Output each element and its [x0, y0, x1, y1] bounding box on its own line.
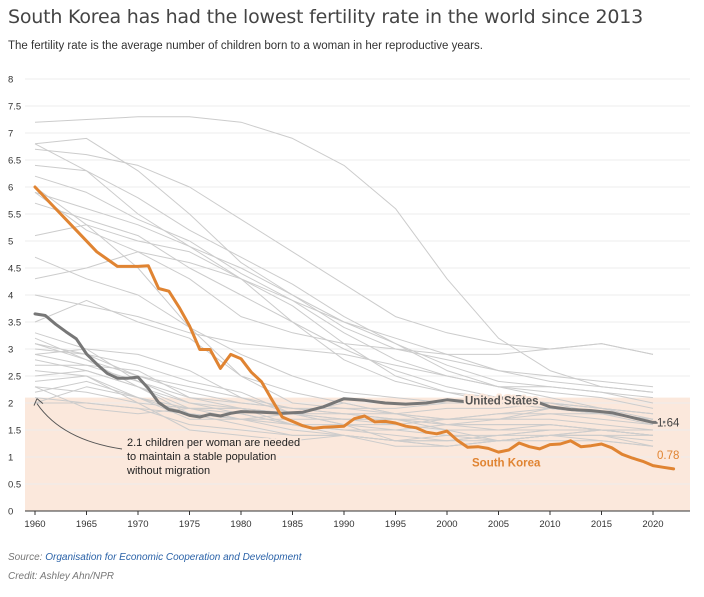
y-tick-label: 7.5 [8, 102, 21, 113]
other-country-line [34, 294, 654, 420]
x-tick-label: 1970 [127, 519, 148, 530]
annotation-line: without migration [126, 465, 210, 477]
y-tick-label: 1.5 [8, 426, 21, 437]
grid-layer [25, 78, 690, 485]
other-country-line [34, 337, 654, 447]
x-tick-label: 1960 [24, 519, 45, 530]
y-tick-label: 8 [8, 75, 13, 86]
other-country-line [34, 148, 654, 355]
y-tick-label: 3 [8, 345, 13, 356]
united-states-end-value: 1.64 [657, 417, 680, 429]
united-states-label: United States [465, 395, 539, 407]
y-tick-label: 1 [8, 453, 13, 464]
other-country-line [35, 402, 654, 436]
south-korea-label-halo: South Korea [472, 457, 541, 469]
other-country-line [34, 116, 654, 393]
annotation-arrowhead [33, 398, 44, 406]
x-tick-label: 1995 [385, 519, 406, 530]
other-country-line [34, 251, 654, 355]
other-countries-layer [34, 116, 654, 447]
source-label: Source: [8, 552, 43, 563]
replacement-level-band [25, 397, 690, 511]
y-tick-label: 5 [8, 237, 13, 248]
y-tick-label: 6.5 [8, 156, 21, 167]
other-country-line [34, 191, 654, 404]
annotation-line: to maintain a stable population [127, 451, 276, 463]
x-tick-label: 2015 [591, 519, 612, 530]
united-states-end-value-halo: 1.64 [657, 417, 680, 429]
x-tick-label: 2020 [642, 519, 663, 530]
x-tick-label: 1980 [230, 519, 251, 530]
united-states-line [33, 312, 676, 424]
south-korea-end-value: 0.78 [657, 450, 679, 462]
y-tick-label: 7 [8, 129, 13, 140]
y-tick-label: 4 [8, 291, 13, 302]
y-tick-label: 0 [8, 507, 13, 518]
other-country-line [34, 164, 654, 409]
other-country-line [34, 191, 654, 415]
annotation-line-halo: without migration [126, 465, 210, 477]
other-country-line [34, 256, 654, 420]
replacement-band-layer [25, 397, 690, 511]
x-tick-label: 1990 [333, 519, 354, 530]
south-korea-end-value-halo: 0.78 [657, 450, 679, 462]
y-tick-label: 6 [8, 183, 13, 194]
other-country-line [34, 137, 654, 393]
x-tick-label: 2005 [488, 519, 509, 530]
y-tick-label: 2 [8, 399, 13, 410]
page-title: South Korea has had the lowest fertility… [8, 6, 644, 28]
annotation-arrow [36, 403, 123, 450]
other-country-line [34, 299, 654, 415]
y-tick-label: 0.5 [8, 480, 21, 491]
other-country-line [34, 175, 654, 399]
annotation-line-halo: to maintain a stable population [127, 451, 276, 463]
axis-layer: 0 0.5 1 1.5 2 2.5 3 3.5 4 4.5 5 5.5 6 6.5 7 7.5 8 1960 196… [8, 75, 690, 530]
south-korea-line [33, 185, 676, 471]
page-subtitle: The fertility rate is the average number… [8, 40, 483, 52]
credit-note: Credit: Ashley Ahn/NPR [8, 571, 114, 582]
y-tick-label: 2.5 [8, 372, 21, 383]
x-tick-label: 1965 [76, 519, 97, 530]
x-tick-label: 2000 [436, 519, 457, 530]
y-tick-label: 4.5 [8, 264, 21, 275]
annotation-line: 2.1 children per woman are needed [127, 437, 300, 449]
source-note: Source: Organisation for Economic Cooper… [8, 552, 302, 563]
y-tick-label: 5.5 [8, 210, 21, 221]
annotation-line-halo: 2.1 children per woman are needed [127, 437, 300, 449]
source-link[interactable]: Organisation for Economic Cooperation an… [45, 552, 302, 563]
south-korea-label: South Korea [472, 457, 541, 469]
united-states-label-halo: United States [465, 395, 539, 407]
other-country-line [34, 353, 654, 420]
y-tick-label: 3.5 [8, 318, 21, 329]
x-tick-label: 1985 [282, 519, 303, 530]
x-tick-label: 1975 [179, 519, 200, 530]
x-tick-label: 2010 [539, 519, 560, 530]
